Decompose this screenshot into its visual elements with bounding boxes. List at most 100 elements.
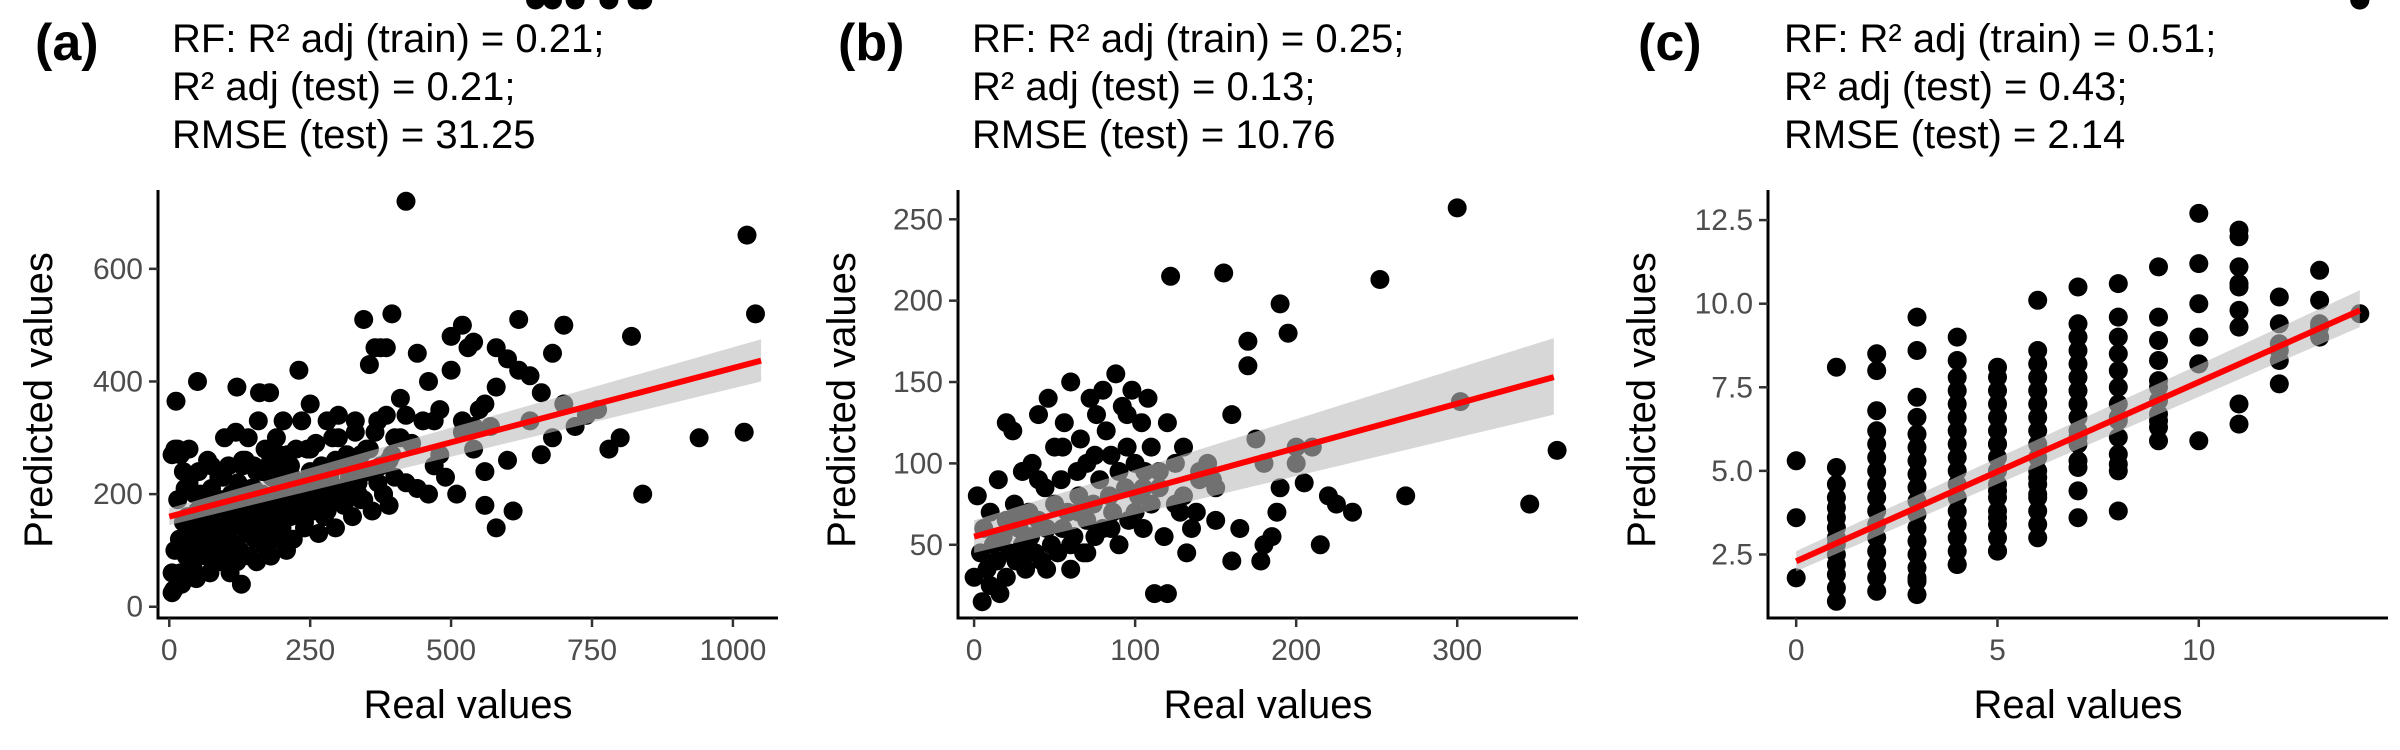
panel-c-x-tick-label: 0 xyxy=(1788,634,1805,667)
panel-c-data-point xyxy=(2068,354,2088,374)
panel-a-data-point xyxy=(171,563,190,583)
panel-c-data-point xyxy=(2229,394,2249,414)
panel-c-data-point xyxy=(2108,501,2128,521)
panel-a-data-point xyxy=(633,484,653,504)
panel-a-data-point xyxy=(241,512,261,532)
panel-c-plot-area: 0 5 10 2.5 5.0 7.5 10.0 12.5 xyxy=(1695,0,2388,667)
panel-c-data-point xyxy=(2028,381,2048,401)
panel-b-data-point xyxy=(1012,551,1032,571)
panel-a-data-point xyxy=(382,304,402,324)
panel-b-data-point xyxy=(1222,405,1242,425)
panel-a-data-point xyxy=(396,191,416,211)
panel-c-data-point xyxy=(2229,300,2249,320)
panel-a-data-point xyxy=(273,411,293,431)
panel-b-data-point xyxy=(1061,372,1081,392)
panel-c-y-axis-title: Predicted values xyxy=(1620,252,1664,548)
panel-b-title-line-3: RMSE (test) = 10.76 xyxy=(972,113,1335,157)
panel-b-data-point xyxy=(1326,494,1346,514)
panel-a-data-point xyxy=(475,495,495,515)
panel-b-data-point xyxy=(1547,440,1567,460)
panel-a-data-point xyxy=(248,411,268,431)
panel-a-data-point xyxy=(231,574,251,594)
panel-c-data-point xyxy=(2028,354,2048,374)
panel-a-data-point xyxy=(168,439,188,459)
panel-a-data-point xyxy=(374,484,393,504)
panel-a-data-point xyxy=(565,0,585,10)
panel-b-data-point xyxy=(1447,198,1467,218)
panel-a-data-point xyxy=(531,445,551,465)
panel-a-title-line-3: RMSE (test) = 31.25 xyxy=(172,113,535,157)
panel-c-data-point xyxy=(1826,357,1846,377)
panel-a-data-point xyxy=(633,0,653,10)
panel-b-data-point xyxy=(1214,263,1234,283)
panel-b-data-point xyxy=(1267,502,1287,522)
panel-b-title-line-1: RF: R² adj (train) = 0.25; xyxy=(972,17,1404,61)
panel-a-data-point xyxy=(227,377,247,397)
panel-c-data-point xyxy=(1867,568,1887,588)
panel-c-data-point xyxy=(1867,401,1887,421)
panel-c-data-point xyxy=(1947,501,1967,521)
panel-c-data-point xyxy=(1867,461,1887,481)
panel-b-data-point xyxy=(1238,331,1258,351)
panel-c-y-tick-label: 12.5 xyxy=(1695,204,1753,237)
panel-c-data-point xyxy=(2028,421,2048,441)
panel-c-data-point xyxy=(2310,260,2330,280)
panel-b-data-point xyxy=(1117,437,1137,457)
panel-c-data-point xyxy=(1867,474,1887,494)
panel-b-data-point xyxy=(1182,519,1201,538)
panel-a-data-point xyxy=(292,507,312,527)
panel-a-data-point xyxy=(498,349,517,369)
panel-a-data-point xyxy=(213,467,233,487)
panel-a-data-point xyxy=(297,439,317,459)
panel-c-x-tick-label: 10 xyxy=(2182,634,2215,667)
panel-b-regression-line xyxy=(973,374,1555,540)
panel-c-data-point xyxy=(2028,290,2048,310)
panel-c-title-line-2: R² adj (test) = 0.43; xyxy=(1784,65,2127,109)
panel-b-data-point xyxy=(1138,388,1158,408)
panel-a-data-point xyxy=(326,518,345,538)
panel-a-data-point xyxy=(351,490,371,510)
panel-c-data-point xyxy=(2108,327,2128,347)
panel-c-data-point xyxy=(2269,287,2289,307)
panel-a-data-point xyxy=(227,552,247,572)
panel-a-data-point xyxy=(250,383,269,403)
panel-b-data-point xyxy=(1054,413,1074,433)
panel-b-data-point xyxy=(1096,421,1116,441)
panel-c-data-point xyxy=(1947,367,1967,387)
panel-c-data-point xyxy=(2028,341,2048,360)
panel-c-data-point xyxy=(1907,438,1927,457)
panel-a-data-point xyxy=(292,411,312,431)
panel-b-data-point xyxy=(1230,519,1250,538)
panel-c-title-line-3: RMSE (test) = 2.14 xyxy=(1784,113,2125,157)
panel-c-data-point xyxy=(2068,508,2088,528)
panel-a-data-point xyxy=(464,332,484,352)
panel-c-data-point xyxy=(2028,528,2048,548)
panel-b-data-point xyxy=(1161,266,1181,286)
panel-a-data-point xyxy=(314,484,334,504)
panel-c-data-point xyxy=(1867,421,1887,441)
panel-c-data-point xyxy=(1907,451,1927,471)
panel-a-data-point xyxy=(368,411,388,431)
panel-c-y-tick-label: 2.5 xyxy=(1711,538,1753,571)
panel-b-data-point xyxy=(1206,510,1226,530)
panel-c-data-point xyxy=(1786,508,1806,528)
panel-a-data-point xyxy=(204,535,224,555)
panel-a-data-point xyxy=(396,473,416,493)
panel-a-data-point xyxy=(509,310,529,329)
panel-b-x-tick-label: 0 xyxy=(966,634,983,667)
panel-a-data-point xyxy=(475,394,495,414)
panel-b-data-point xyxy=(972,592,992,612)
panel-c-data-point xyxy=(1867,344,1887,364)
panel-c-data-point xyxy=(2108,307,2128,327)
panel-b-data-point xyxy=(1278,323,1298,343)
panel-c-data-point xyxy=(2229,274,2249,294)
panel-b-x-axis-title: Real values xyxy=(1163,683,1372,727)
panel-b-data-point xyxy=(1132,413,1152,433)
panel-c-data-point xyxy=(2229,414,2249,434)
panel-a-data-point xyxy=(419,484,438,504)
panel-b-data-point xyxy=(1037,559,1057,579)
panel-b-y-tick-label: 250 xyxy=(893,203,943,236)
panel-a-data-point xyxy=(531,383,551,403)
panel-c-data-point xyxy=(1947,528,1967,548)
